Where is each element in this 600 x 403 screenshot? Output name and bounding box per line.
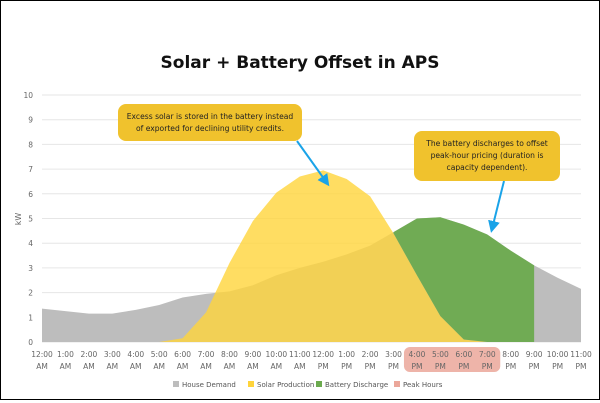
x-tick-label-period: AM [200, 362, 212, 371]
y-tick-label: 0 [28, 338, 33, 347]
annotation-box [414, 131, 560, 181]
x-tick-label-period: AM [271, 362, 283, 371]
annotation-arrow [488, 180, 505, 233]
solar-production-area [42, 170, 581, 342]
x-tick-label: 4:00 [409, 350, 426, 359]
y-tick-label: 1 [28, 313, 33, 322]
x-tick-label: 12:00 [31, 350, 53, 359]
annotation-text: The battery discharges to offset [425, 139, 548, 148]
x-tick-label-period: PM [318, 362, 329, 371]
annotation-text: of exported for declining utility credit… [136, 124, 284, 133]
x-tick-label: 10:00 [266, 350, 288, 359]
x-tick-label: 12:00 [312, 350, 334, 359]
x-tick-label-period: AM [224, 362, 236, 371]
x-tick-label-period: PM [458, 362, 469, 371]
x-tick-label: 7:00 [198, 350, 215, 359]
x-tick-label-period: AM [106, 362, 118, 371]
x-tick-label-period: PM [388, 362, 399, 371]
legend-label: Peak Hours [403, 381, 443, 389]
annotation-text: capacity dependent). [447, 163, 528, 172]
x-tick-label-period: PM [435, 362, 446, 371]
x-tick-label-period: AM [36, 362, 48, 371]
x-tick-label-period: PM [411, 362, 422, 371]
x-tick-label: 9:00 [244, 350, 261, 359]
x-tick-label-period: PM [365, 362, 376, 371]
x-tick-label-period: AM [60, 362, 72, 371]
legend-swatch [394, 381, 400, 387]
y-tick-label: 8 [28, 140, 33, 149]
x-tick-label: 10:00 [547, 350, 569, 359]
x-tick-label: 11:00 [570, 350, 592, 359]
x-tick-label-period: AM [247, 362, 259, 371]
x-tick-label: 8:00 [502, 350, 519, 359]
legend-swatch [316, 381, 322, 387]
annotation-text: peak-hour pricing (duration is [431, 151, 544, 160]
legend-swatch [173, 381, 179, 387]
y-tick-label: 2 [28, 289, 33, 298]
x-tick-label-period: PM [505, 362, 516, 371]
x-tick-label: 8:00 [221, 350, 238, 359]
x-tick-label: 9:00 [526, 350, 543, 359]
x-tick-label-period: PM [341, 362, 352, 371]
battery-discharge-area [393, 217, 535, 342]
x-tick-label: 3:00 [385, 350, 402, 359]
peak-hours-highlight [403, 347, 501, 372]
annotation-arrow [296, 140, 330, 187]
legend-swatch [248, 381, 254, 387]
x-tick-label: 5:00 [151, 350, 168, 359]
legend-label: Battery Discharge [325, 381, 388, 389]
y-tick-label: 3 [28, 264, 33, 273]
x-tick-label: 11:00 [289, 350, 311, 359]
chart-title: Solar + Battery Offset in APS [161, 53, 440, 73]
x-tick-label: 3:00 [104, 350, 121, 359]
x-tick-label-period: PM [529, 362, 540, 371]
y-axis-label: kW [14, 213, 23, 226]
x-tick-label: 2:00 [80, 350, 97, 359]
legend-label: House Demand [182, 381, 236, 389]
x-tick-label-period: PM [576, 362, 587, 371]
legend-label: Solar Production [257, 381, 314, 389]
x-tick-label: 4:00 [127, 350, 144, 359]
x-tick-label-period: AM [153, 362, 165, 371]
x-tick-label-period: PM [482, 362, 493, 371]
x-tick-label: 6:00 [455, 350, 472, 359]
x-tick-label-period: AM [177, 362, 189, 371]
x-tick-label: 6:00 [174, 350, 191, 359]
y-tick-label: 5 [28, 215, 33, 224]
x-tick-label-period: PM [552, 362, 563, 371]
x-tick-label-period: AM [83, 362, 95, 371]
x-tick-label: 7:00 [479, 350, 496, 359]
y-tick-label: 6 [28, 190, 33, 199]
x-tick-label: 5:00 [432, 350, 449, 359]
y-tick-label: 10 [23, 91, 33, 100]
y-tick-label: 4 [28, 239, 33, 248]
x-tick-label: 1:00 [57, 350, 74, 359]
y-tick-label: 7 [28, 165, 33, 174]
y-tick-label: 9 [28, 116, 33, 125]
annotation-box [118, 104, 302, 141]
x-tick-label-period: AM [130, 362, 142, 371]
annotation-text: Excess solar is stored in the battery in… [127, 112, 294, 121]
x-tick-label-period: AM [294, 362, 306, 371]
x-tick-label: 1:00 [338, 350, 355, 359]
x-tick-label: 2:00 [362, 350, 379, 359]
